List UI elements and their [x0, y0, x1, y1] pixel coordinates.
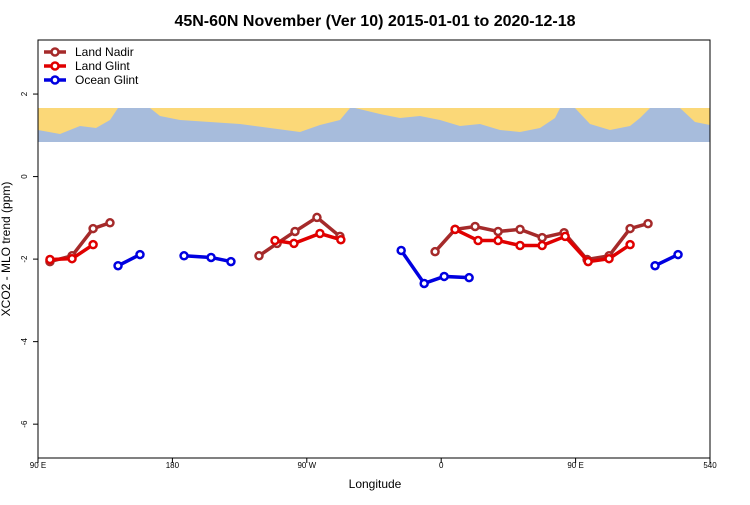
point [473, 235, 483, 246]
point [515, 224, 525, 235]
point [254, 251, 264, 261]
legend-label: Land Glint [75, 59, 130, 73]
point [439, 271, 449, 282]
point [625, 223, 635, 234]
point [179, 251, 189, 261]
x-tick-label: 90 E [567, 461, 583, 470]
point [67, 253, 77, 264]
point [315, 228, 325, 239]
point [105, 218, 115, 228]
point [537, 240, 547, 251]
point [650, 260, 660, 271]
point [289, 238, 299, 249]
y-tick-label: -4 [20, 338, 29, 346]
point [560, 231, 570, 242]
point [88, 223, 98, 234]
x-tick-label: 90 W [297, 461, 316, 470]
legend-marker [50, 75, 60, 85]
point [604, 253, 614, 264]
point [625, 239, 635, 250]
point [135, 249, 145, 260]
legend-label: Land Nadir [75, 45, 134, 59]
point [583, 256, 593, 267]
point [88, 239, 98, 250]
y-axis-label: XCO2 - MLO trend (ppm) [0, 182, 13, 317]
point [464, 272, 474, 283]
point [206, 252, 216, 263]
point [515, 240, 525, 251]
x-axis-label: Longitude [349, 477, 402, 491]
point [673, 249, 683, 260]
plot-frame [37, 39, 711, 459]
legend-marker [50, 61, 60, 71]
chart-title: 45N-60N November (Ver 10) 2015-01-01 to … [174, 13, 575, 30]
map-band [38, 108, 710, 142]
legend-marker [50, 47, 60, 57]
y-tick-label: -2 [20, 255, 29, 263]
point [45, 254, 55, 265]
point [419, 278, 429, 289]
point [113, 260, 123, 271]
x-tick-label: 540 [703, 461, 717, 470]
y-tick-label: 0 [20, 174, 29, 179]
x-tick-label: 0 [439, 461, 444, 470]
x-tick-label: 90 E [30, 461, 46, 470]
point [430, 246, 440, 257]
point [493, 226, 503, 237]
point [537, 232, 547, 243]
y-tick-label: 2 [20, 91, 29, 96]
point [493, 235, 503, 246]
point [450, 224, 460, 235]
point [643, 218, 653, 229]
legend-label: Ocean Glint [75, 73, 139, 87]
point [470, 221, 480, 232]
point [226, 256, 236, 267]
x-tick-label: 180 [166, 461, 180, 470]
point [396, 245, 406, 256]
point [336, 234, 346, 245]
point [270, 235, 280, 246]
point [312, 212, 322, 223]
point [290, 226, 300, 237]
y-tick-label: -6 [20, 420, 29, 428]
